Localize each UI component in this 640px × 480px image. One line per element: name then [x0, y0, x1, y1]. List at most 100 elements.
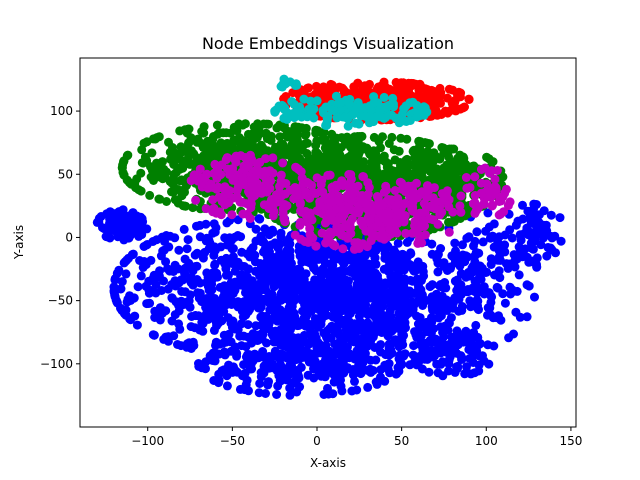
data-point	[459, 163, 469, 173]
data-point	[556, 236, 566, 246]
data-point	[445, 144, 454, 154]
data-point	[139, 138, 149, 148]
data-point	[466, 302, 476, 312]
data-point	[433, 294, 443, 304]
data-point	[503, 201, 513, 211]
data-point	[450, 238, 460, 248]
data-point	[485, 303, 495, 313]
data-point	[369, 146, 379, 156]
data-point	[427, 280, 437, 290]
data-point	[280, 351, 290, 361]
data-point	[244, 350, 254, 359]
data-point	[203, 183, 213, 193]
data-point	[276, 340, 286, 350]
data-point	[518, 200, 527, 210]
data-point	[333, 282, 343, 292]
data-point	[337, 386, 347, 396]
data-point	[119, 235, 129, 245]
data-point	[380, 360, 390, 370]
y-tick-label: −100	[40, 357, 73, 371]
y-tick-label: 0	[65, 230, 73, 244]
data-point	[444, 359, 454, 369]
data-point	[190, 323, 200, 333]
data-point	[317, 228, 327, 238]
data-point	[199, 128, 209, 138]
data-point	[147, 148, 157, 158]
data-point	[382, 185, 391, 195]
data-point	[348, 194, 358, 204]
data-point	[507, 233, 517, 243]
data-point	[137, 214, 147, 224]
data-point	[346, 334, 356, 344]
data-point	[345, 218, 355, 228]
data-point	[337, 204, 347, 214]
data-point	[237, 197, 247, 207]
data-point	[201, 219, 211, 229]
data-point	[470, 276, 480, 286]
data-point	[457, 354, 467, 364]
data-point	[429, 324, 439, 334]
data-point	[236, 319, 246, 329]
data-point	[357, 334, 367, 344]
data-point	[94, 217, 104, 227]
data-point	[175, 176, 185, 186]
data-point	[184, 296, 194, 306]
data-point	[468, 358, 478, 367]
data-point	[486, 291, 496, 301]
data-point	[178, 300, 188, 310]
data-point	[484, 154, 494, 164]
data-point	[184, 138, 194, 148]
y-tick-label: 100	[50, 104, 73, 118]
data-point	[358, 172, 368, 182]
data-point	[512, 286, 522, 296]
data-point	[526, 257, 536, 267]
data-point	[555, 213, 565, 223]
data-point	[365, 111, 375, 121]
data-point	[321, 328, 331, 338]
data-point	[474, 366, 484, 376]
data-point	[227, 210, 237, 220]
data-point	[112, 297, 122, 307]
data-point	[478, 237, 488, 247]
data-point	[195, 288, 205, 298]
data-point	[338, 244, 348, 254]
data-point	[128, 250, 137, 260]
data-point	[385, 218, 394, 228]
data-point	[494, 266, 504, 276]
data-point	[211, 308, 221, 318]
data-point	[173, 340, 182, 349]
data-point	[470, 331, 480, 340]
data-point	[213, 299, 223, 309]
data-point	[450, 343, 460, 353]
data-point	[407, 181, 417, 191]
data-point	[456, 269, 466, 279]
data-point	[390, 155, 400, 165]
data-point	[381, 102, 391, 112]
data-point	[370, 253, 380, 263]
x-tick-label: −50	[220, 434, 245, 448]
data-point	[238, 173, 247, 182]
data-point	[155, 303, 165, 313]
data-point	[441, 283, 451, 293]
data-point	[268, 227, 278, 237]
data-point	[272, 390, 282, 399]
data-point	[139, 242, 149, 251]
data-point	[385, 306, 395, 315]
data-point	[229, 122, 239, 132]
data-point	[311, 241, 321, 251]
data-point	[170, 233, 180, 243]
data-point	[359, 157, 368, 167]
data-point	[149, 330, 159, 340]
data-point	[169, 174, 179, 184]
data-point	[402, 90, 412, 100]
data-point	[330, 339, 340, 349]
data-point	[134, 185, 144, 195]
data-point	[384, 139, 394, 148]
data-point	[420, 354, 430, 364]
data-point	[247, 364, 257, 374]
data-point	[240, 305, 250, 315]
data-point	[316, 180, 326, 190]
data-point	[409, 190, 418, 200]
data-point	[457, 302, 467, 311]
data-point	[336, 143, 346, 153]
